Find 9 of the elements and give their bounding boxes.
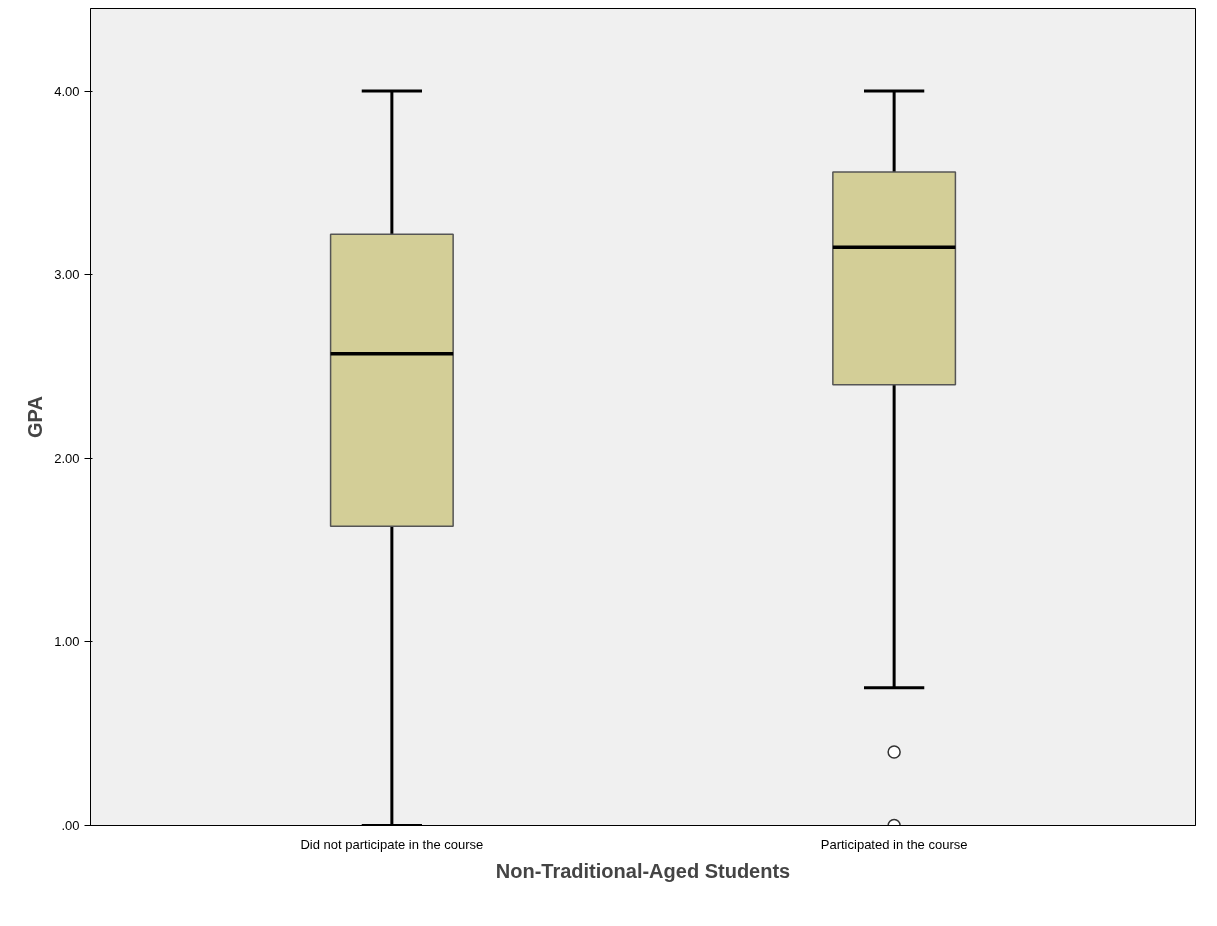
- y-axis-title: GPA: [24, 396, 47, 438]
- x-tick-label: Participated in the course: [820, 836, 968, 852]
- y-tick-label: 3.00: [54, 267, 80, 283]
- x-axis-title: Non-Traditional-Aged Students: [495, 859, 791, 882]
- x-tick-label: Did not participate in the course: [300, 836, 484, 852]
- y-tick-label: .00: [61, 818, 80, 833]
- y-tick-label: 4.00: [54, 83, 80, 99]
- y-tick-label: 2.00: [54, 450, 80, 466]
- y-tick-label: 1.00: [54, 634, 80, 650]
